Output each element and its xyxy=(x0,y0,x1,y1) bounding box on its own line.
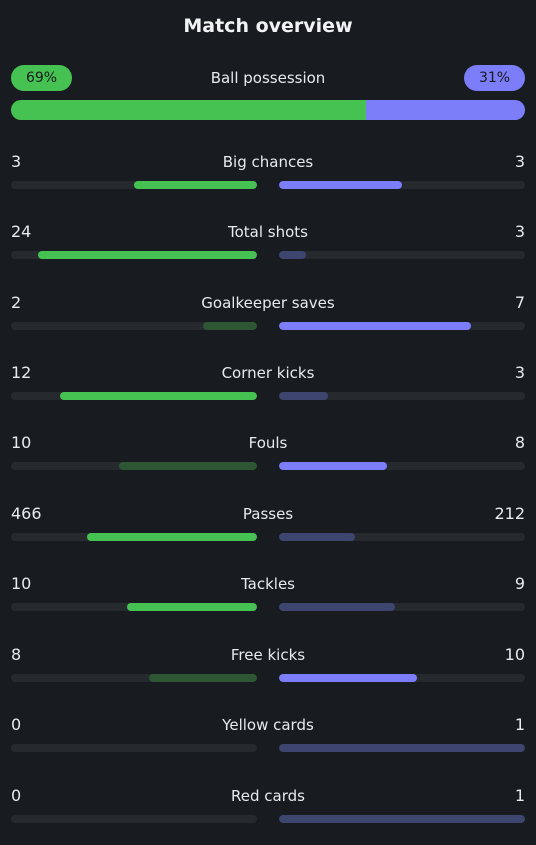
away-stat-value: 3 xyxy=(514,222,525,241)
home-stat-track xyxy=(11,744,257,752)
away-stat-fill xyxy=(279,462,388,470)
home-stat-value: 3 xyxy=(11,152,22,171)
home-stat-fill xyxy=(60,392,257,400)
possession-header: 69% Ball possession 31% xyxy=(11,65,525,91)
stat-label: Corner kicks xyxy=(221,364,315,382)
home-stat-value: 10 xyxy=(11,433,32,452)
away-stat-value: 8 xyxy=(514,433,525,452)
home-stat-value: 8 xyxy=(11,645,22,664)
away-stat-track xyxy=(279,533,525,541)
away-stat-fill xyxy=(279,322,471,330)
stat-row-red-cards: 0 Red cards 1 xyxy=(11,786,525,826)
home-stat-value: 24 xyxy=(11,222,32,241)
away-stat-value: 1 xyxy=(514,715,525,734)
home-stat-value: 466 xyxy=(11,504,42,523)
away-stat-fill xyxy=(279,815,525,823)
stat-label: Passes xyxy=(242,505,294,523)
home-stat-fill xyxy=(202,322,257,330)
stat-label: Red cards xyxy=(231,787,305,805)
away-stat-value: 1 xyxy=(514,786,525,805)
stat-row-goalkeeper-saves: 2 Goalkeeper saves 7 xyxy=(11,293,525,333)
stat-row-passes: 466 Passes 212 xyxy=(11,504,525,544)
possession-label: Ball possession xyxy=(210,69,326,87)
home-stat-track xyxy=(11,392,257,400)
away-stat-fill xyxy=(279,181,402,189)
away-stat-value: 3 xyxy=(514,363,525,382)
home-stat-fill xyxy=(126,603,257,611)
home-stat-track xyxy=(11,322,257,330)
away-stat-track xyxy=(279,674,525,682)
away-possession-badge: 31% xyxy=(464,65,525,91)
home-stat-track xyxy=(11,533,257,541)
home-stat-value: 10 xyxy=(11,574,32,593)
possession-bar-away xyxy=(365,100,525,120)
stat-label: Yellow cards xyxy=(222,716,314,734)
away-stat-value: 7 xyxy=(514,293,525,312)
away-stat-value: 9 xyxy=(514,574,525,593)
home-stat-track xyxy=(11,815,257,823)
away-stat-track xyxy=(279,251,525,259)
stat-row-yellow-cards: 0 Yellow cards 1 xyxy=(11,715,525,755)
home-stat-track xyxy=(11,603,257,611)
stat-row-tackles: 10 Tackles 9 xyxy=(11,574,525,614)
away-stat-track xyxy=(279,181,525,189)
away-stat-track xyxy=(279,462,525,470)
home-stat-track xyxy=(11,181,257,189)
home-possession-badge: 69% xyxy=(11,65,72,91)
away-stat-value: 10 xyxy=(504,645,525,664)
home-stat-fill xyxy=(38,251,257,259)
home-stat-value: 2 xyxy=(11,293,22,312)
away-stat-track xyxy=(279,744,525,752)
away-stat-track xyxy=(279,815,525,823)
away-stat-value: 212 xyxy=(494,504,525,523)
stat-row-fouls: 10 Fouls 8 xyxy=(11,433,525,473)
away-stat-value: 3 xyxy=(514,152,525,171)
stat-label: Big chances xyxy=(222,153,314,171)
home-stat-fill xyxy=(119,462,257,470)
stat-row-total-shots: 24 Total shots 3 xyxy=(11,222,525,262)
stat-label: Free kicks xyxy=(230,646,306,664)
stat-label: Goalkeeper saves xyxy=(201,294,335,312)
away-stat-fill xyxy=(279,533,356,541)
home-stat-fill xyxy=(87,533,257,541)
page-title: Match overview xyxy=(183,15,353,37)
home-stat-track xyxy=(11,462,257,470)
home-stat-fill xyxy=(134,181,257,189)
away-stat-fill xyxy=(279,251,307,259)
stat-label: Tackles xyxy=(240,575,296,593)
stat-row-big-chances: 3 Big chances 3 xyxy=(11,152,525,192)
home-stat-track xyxy=(11,674,257,682)
stat-label: Total shots xyxy=(228,223,308,241)
away-stat-fill xyxy=(279,744,525,752)
home-stat-fill xyxy=(148,674,257,682)
away-stat-fill xyxy=(279,674,417,682)
home-stat-value: 0 xyxy=(11,715,22,734)
home-stat-value: 0 xyxy=(11,786,22,805)
stat-row-corner-kicks: 12 Corner kicks 3 xyxy=(11,363,525,403)
away-stat-track xyxy=(279,603,525,611)
stat-row-free-kicks: 8 Free kicks 10 xyxy=(11,645,525,685)
away-stat-track xyxy=(279,322,525,330)
away-stat-fill xyxy=(279,603,395,611)
possession-bar xyxy=(11,100,525,120)
home-stat-value: 12 xyxy=(11,363,32,382)
away-stat-fill xyxy=(279,392,329,400)
home-stat-track xyxy=(11,251,257,259)
possession-bar-home xyxy=(11,100,366,120)
away-stat-track xyxy=(279,392,525,400)
stat-label: Fouls xyxy=(248,434,288,452)
